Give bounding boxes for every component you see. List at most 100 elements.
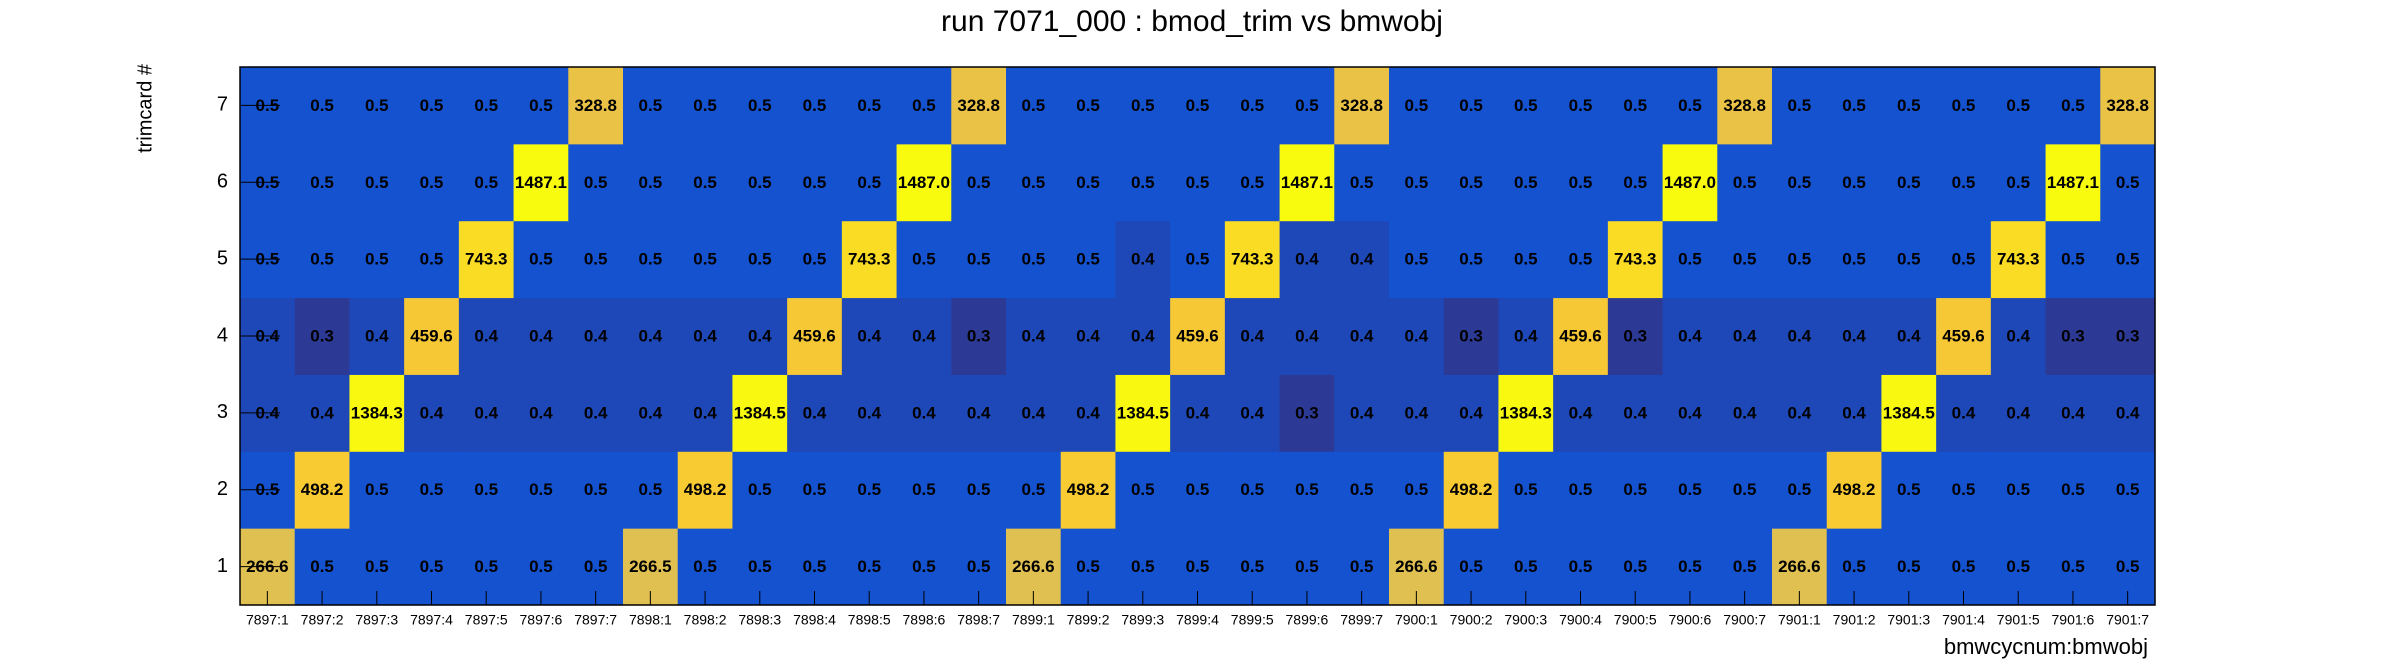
heatmap-cell — [1060, 451, 1116, 529]
cell-label: 0.5 — [529, 250, 553, 269]
cell-label: 0.5 — [912, 250, 936, 269]
x-tick-label: 7897:4 — [410, 612, 453, 628]
cell-label: 0.5 — [2116, 250, 2140, 269]
cell-label: 0.4 — [420, 403, 444, 422]
cell-label: 0.5 — [1897, 96, 1921, 115]
heatmap-cell — [896, 143, 952, 222]
cell-label: 0.4 — [2006, 403, 2030, 422]
heatmap-cell — [1662, 143, 1718, 222]
heatmap-cell — [951, 220, 1007, 299]
heatmap-cell — [623, 297, 679, 375]
cell-label: 0.4 — [967, 403, 991, 422]
cell-label: 0.4 — [639, 326, 663, 345]
cell-label: 0.5 — [365, 480, 389, 499]
heatmap-cell — [2100, 297, 2156, 375]
heatmap-cell — [1717, 297, 1773, 375]
cell-label: 0.5 — [967, 557, 991, 576]
cell-label: 0.5 — [912, 96, 936, 115]
heatmap-cell — [1826, 220, 1882, 299]
x-tick-label: 7897:3 — [355, 612, 398, 628]
cell-label: 0.5 — [1186, 480, 1210, 499]
heatmap-cell — [1115, 451, 1171, 529]
heatmap-cell — [1553, 297, 1609, 375]
heatmap-cell — [1826, 143, 1882, 222]
cell-label: 0.5 — [693, 173, 717, 192]
cell-label: 328.8 — [1340, 96, 1383, 115]
cell-label: 0.5 — [1897, 480, 1921, 499]
heatmap-cell — [1443, 67, 1499, 145]
heatmap-cell — [404, 451, 460, 529]
y-tick-label: 3 — [217, 401, 228, 423]
cell-label: 0.5 — [1788, 480, 1812, 499]
heatmap-cell — [1936, 374, 1992, 452]
heatmap-cell — [1115, 374, 1171, 452]
heatmap-cell — [787, 143, 843, 222]
cell-label: 0.5 — [420, 96, 444, 115]
heatmap-cell — [1990, 220, 2047, 299]
cell-label: 0.5 — [1295, 480, 1319, 499]
heatmap-cell — [1060, 297, 1116, 375]
cell-label: 0.5 — [1022, 173, 1046, 192]
y-tick-label: 7 — [217, 94, 228, 116]
heatmap-cell — [1826, 67, 1882, 145]
cell-label: 459.6 — [1559, 326, 1602, 345]
cell-label: 0.5 — [2006, 480, 2030, 499]
heatmap-cell — [732, 297, 788, 375]
heatmap-cell — [2045, 143, 2101, 222]
heatmap-cell — [1060, 67, 1116, 145]
cell-label: 0.5 — [1733, 250, 1757, 269]
heatmap-cell — [349, 67, 405, 145]
cell-label: 0.5 — [474, 480, 498, 499]
cell-label: 0.4 — [1350, 250, 1374, 269]
cell-label: 0.4 — [639, 403, 663, 422]
cell-label: 0.5 — [912, 557, 936, 576]
heatmap-cell — [458, 451, 515, 529]
y-tick-label: 6 — [217, 171, 228, 193]
x-tick-label: 7901:5 — [1997, 612, 2040, 628]
cell-label: 0.5 — [967, 250, 991, 269]
heatmap-cell — [623, 67, 679, 145]
heatmap-cell — [1170, 374, 1226, 452]
x-tick-label: 7899:4 — [1176, 612, 1219, 628]
cell-label: 0.5 — [1240, 173, 1264, 192]
heatmap-cell — [1772, 374, 1828, 452]
cell-label: 0.5 — [693, 557, 717, 576]
cell-label: 0.5 — [1514, 96, 1538, 115]
heatmap-cell — [1717, 374, 1773, 452]
cell-label: 0.4 — [803, 403, 827, 422]
heatmap-cell — [2045, 451, 2101, 529]
cell-label: 0.5 — [1240, 480, 1264, 499]
cell-label: 0.3 — [2061, 326, 2085, 345]
heatmap-cell — [841, 67, 898, 145]
cell-label: 0.5 — [1897, 557, 1921, 576]
heatmap-cell — [841, 220, 898, 299]
cell-label: 0.5 — [1569, 557, 1593, 576]
cell-label: 0.5 — [420, 557, 444, 576]
heatmap-cell — [1990, 374, 2047, 452]
heatmap-cell — [1006, 297, 1062, 375]
cell-label: 0.5 — [1186, 173, 1210, 192]
heatmap-cell — [568, 374, 624, 452]
heatmap-cell — [1279, 67, 1335, 145]
y-tick-label: 2 — [217, 478, 228, 500]
heatmap-cell — [1224, 374, 1281, 452]
heatmap-cell — [1990, 143, 2047, 222]
heatmap-cell — [2045, 220, 2101, 299]
cell-label: 0.5 — [1131, 557, 1155, 576]
cell-label: 266.6 — [1395, 557, 1438, 576]
cell-label: 0.4 — [912, 403, 936, 422]
cell-label: 0.4 — [529, 403, 553, 422]
cell-label: 0.5 — [474, 557, 498, 576]
heatmap-cell — [787, 220, 843, 299]
heatmap-cell — [841, 374, 898, 452]
heatmap-cell — [896, 297, 952, 375]
heatmap-cell — [1662, 297, 1718, 375]
x-tick-label: 7901:6 — [2052, 612, 2095, 628]
cell-label: 0.4 — [365, 326, 389, 345]
heatmap-cell — [404, 143, 460, 222]
cell-label: 0.5 — [1295, 96, 1319, 115]
heatmap-cell — [2045, 67, 2101, 145]
heatmap-cell — [349, 297, 405, 375]
heatmap-cell — [1936, 451, 1992, 529]
cell-label: 0.5 — [1842, 250, 1866, 269]
